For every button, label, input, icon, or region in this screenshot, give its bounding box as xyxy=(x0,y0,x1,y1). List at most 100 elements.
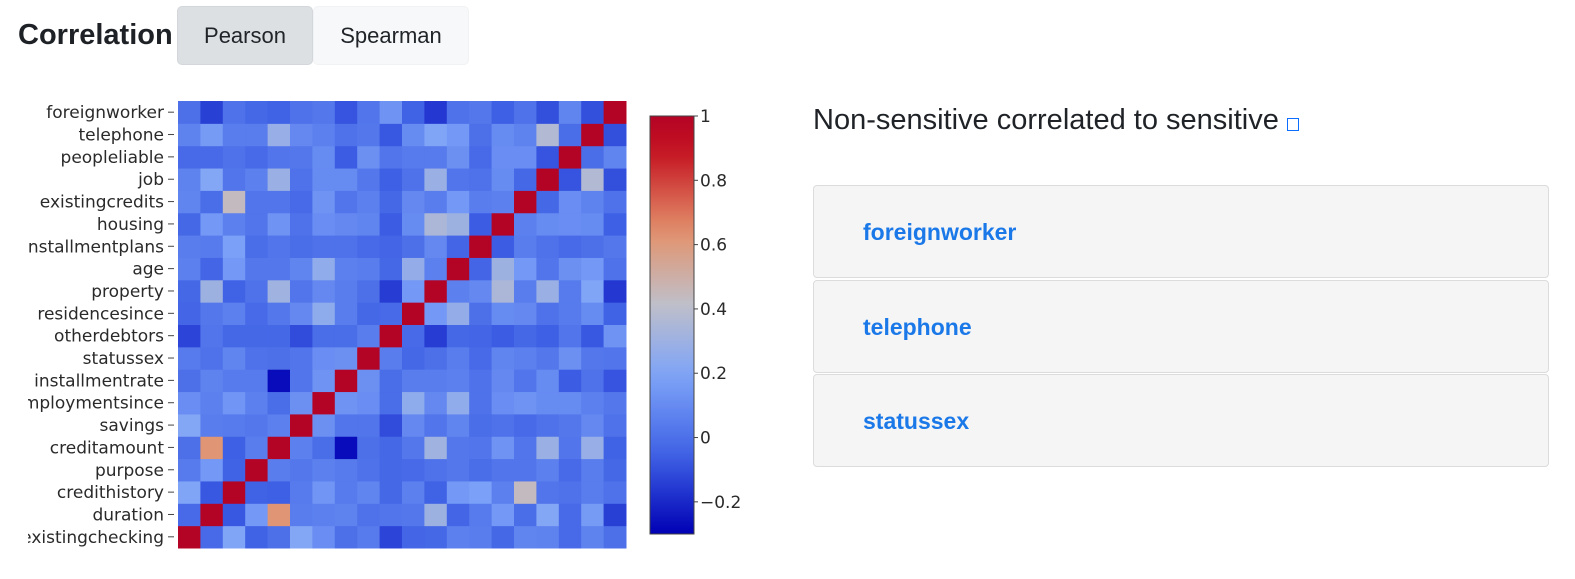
heatmap-cell xyxy=(491,436,515,460)
heatmap-cell xyxy=(491,369,515,393)
accordion-link-telephone[interactable]: telephone xyxy=(863,314,972,340)
heatmap-cell xyxy=(245,257,269,281)
heatmap-cell xyxy=(312,302,336,325)
heatmap-row-label: job xyxy=(137,170,164,190)
accordion-item-telephone[interactable]: telephone xyxy=(813,280,1549,373)
heatmap-cell xyxy=(558,413,582,437)
pearson-tab-button[interactable]: Pearson xyxy=(177,6,313,65)
accordion-item-statussex[interactable]: statussex xyxy=(813,374,1549,467)
heatmap-cell xyxy=(357,413,381,437)
heatmap-cell xyxy=(312,458,336,482)
heatmap-cell xyxy=(178,235,201,258)
heatmap-cell xyxy=(514,458,537,482)
accordion-item-foreignworker[interactable]: foreignworker xyxy=(813,185,1549,278)
heatmap-cell xyxy=(200,369,224,393)
heatmap-row-label: housing xyxy=(97,215,164,235)
heatmap-row-label: existingcredits xyxy=(40,193,164,213)
heatmap-cell xyxy=(334,413,358,437)
heatmap-cell xyxy=(334,324,358,348)
spearman-tab-button[interactable]: Spearman xyxy=(313,6,469,65)
heatmap-cell xyxy=(424,257,448,281)
heatmap-row-label: statussex xyxy=(83,349,164,369)
heatmap-row-label: installmentplans xyxy=(23,237,164,257)
heatmap-cell xyxy=(558,279,582,303)
heatmap-cell xyxy=(245,123,269,147)
heatmap-cell xyxy=(222,123,246,147)
heatmap-cell xyxy=(446,257,470,281)
heatmap-cell xyxy=(222,101,246,124)
heatmap-cell xyxy=(469,145,493,169)
correlation-title: Correlation xyxy=(18,19,173,51)
heatmap-cell xyxy=(379,145,403,169)
heatmap-cell xyxy=(491,503,515,527)
heatmap-cell xyxy=(603,190,627,214)
heatmap-cell xyxy=(200,436,224,460)
accordion-link-statussex[interactable]: statussex xyxy=(863,408,970,434)
heatmap-cell xyxy=(446,145,470,169)
heatmap-cell xyxy=(379,480,403,504)
heatmap-row-label: duration xyxy=(92,505,164,525)
heatmap-cell xyxy=(581,168,605,191)
heatmap-cell xyxy=(402,480,425,504)
heatmap-cell xyxy=(200,168,224,191)
heatmap-cell xyxy=(581,145,605,169)
heatmap-row-label: foreignworker xyxy=(46,103,164,123)
heatmap-cell xyxy=(379,369,403,393)
heatmap-cells xyxy=(178,101,627,549)
heatmap-cell xyxy=(603,413,627,437)
heatmap-cell xyxy=(357,235,381,258)
heatmap-cell xyxy=(267,324,291,348)
heatmap-cell xyxy=(536,480,560,504)
heatmap-y-labels: existingchecking durationcredithistorypur… xyxy=(21,103,165,548)
heatmap-cell xyxy=(469,235,493,258)
heatmap-cell xyxy=(491,123,515,147)
heatmap-cell xyxy=(379,324,403,348)
heatmap-cell xyxy=(178,436,201,460)
heatmap-cell xyxy=(558,480,582,504)
heatmap-cell xyxy=(267,525,291,549)
heatmap-cell xyxy=(312,413,336,437)
heatmap-cell xyxy=(357,123,381,147)
heatmap-cell xyxy=(558,145,582,169)
accordion-link-foreignworker[interactable]: foreignworker xyxy=(863,219,1017,245)
heatmap-row-label: purpose xyxy=(95,461,164,481)
heatmap-cell xyxy=(379,413,403,437)
heatmap-cell xyxy=(312,279,336,303)
heatmap-cell xyxy=(536,324,560,348)
heatmap-cell xyxy=(514,257,537,281)
heatmap-cell xyxy=(446,503,470,527)
heatmap-cell xyxy=(603,324,627,348)
heatmap-cell xyxy=(334,525,358,549)
heatmap-cell xyxy=(334,235,358,258)
colorbar-tick-label: 0.8 xyxy=(700,171,727,191)
heatmap-cell xyxy=(402,123,425,147)
heatmap-cell xyxy=(581,235,605,258)
heatmap-cell xyxy=(514,346,537,370)
heatmap-cell xyxy=(581,212,605,236)
heatmap-cell xyxy=(491,302,515,325)
heatmap-cell xyxy=(267,458,291,482)
heatmap-cell xyxy=(222,413,246,437)
heatmap-row-label: age xyxy=(132,260,164,280)
heatmap-cell xyxy=(424,145,448,169)
heatmap-cell xyxy=(379,458,403,482)
heatmap-cell xyxy=(357,458,381,482)
heatmap-row-label: existingchecking xyxy=(21,528,164,548)
heatmap-cell xyxy=(402,168,425,191)
heatmap-cell xyxy=(603,436,627,460)
heatmap-row-label: savings xyxy=(100,416,165,436)
heatmap-cell xyxy=(581,503,605,527)
heatmap-cell xyxy=(402,190,425,214)
heatmap-cell xyxy=(424,324,448,348)
heatmap-cell xyxy=(491,458,515,482)
heatmap-cell xyxy=(603,235,627,258)
heatmap-cell xyxy=(402,212,425,236)
heatmap-cell xyxy=(312,235,336,258)
heatmap-cell xyxy=(178,302,201,325)
heatmap-cell xyxy=(222,391,246,415)
heatmap-cell xyxy=(290,145,313,169)
heatmap-cell xyxy=(491,525,515,549)
heatmap-cell xyxy=(290,369,313,393)
heatmap-cell xyxy=(581,279,605,303)
heatmap-cell xyxy=(424,436,448,460)
